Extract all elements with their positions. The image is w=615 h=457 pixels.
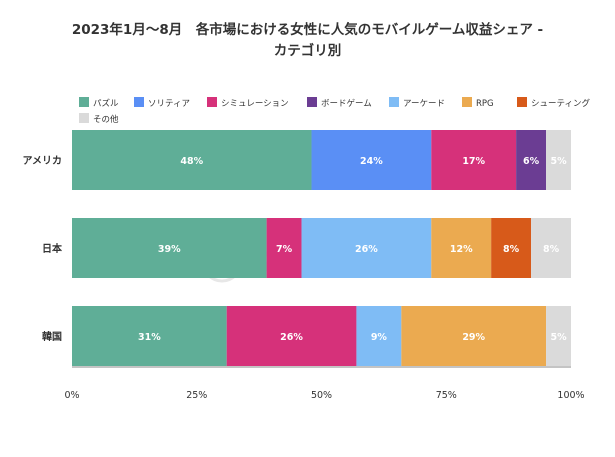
x-axis-ticks: 0% 25% 50% 75% 100% bbox=[64, 390, 584, 401]
bar-segment bbox=[431, 218, 492, 278]
data-label: 7% bbox=[276, 244, 293, 255]
data-label: 26% bbox=[280, 332, 303, 343]
x-tick-label: 25% bbox=[186, 390, 207, 401]
legend-label: パズル bbox=[93, 98, 119, 109]
legend-swatch bbox=[134, 97, 144, 107]
legend-item: シミュレーション bbox=[207, 97, 289, 109]
legend-item: ソリティア bbox=[134, 97, 190, 109]
bar-segment bbox=[431, 130, 517, 190]
legend-label: ソリティア bbox=[148, 99, 190, 109]
legend-swatch bbox=[79, 113, 89, 123]
bar-segment bbox=[531, 218, 571, 278]
legend-swatch bbox=[517, 97, 527, 107]
data-label: 17% bbox=[462, 156, 485, 167]
legend-label: ボードゲーム bbox=[321, 98, 372, 109]
legend-label: シミュレーション bbox=[221, 99, 289, 109]
x-tick-label: 75% bbox=[436, 390, 457, 401]
bar-segment bbox=[356, 306, 402, 366]
data-label: 12% bbox=[450, 244, 473, 255]
data-label: 9% bbox=[371, 332, 388, 343]
bar-segment bbox=[546, 306, 571, 366]
bar-segment bbox=[266, 218, 302, 278]
x-tick-label: 0% bbox=[64, 390, 79, 401]
chart-title-line-1: 2023年1月～8月 各市場における女性に人気のモバイルゲーム収益シェア - bbox=[71, 22, 544, 38]
legend-label: RPG bbox=[476, 99, 494, 109]
bar-segment bbox=[226, 306, 357, 366]
bar-segment bbox=[546, 130, 571, 190]
legend-swatch bbox=[207, 97, 217, 107]
data-label: 5% bbox=[550, 156, 567, 167]
bar-segment bbox=[72, 218, 267, 278]
legend-item: その他 bbox=[79, 113, 119, 125]
data-label: 39% bbox=[158, 244, 181, 255]
legend-swatch bbox=[307, 97, 317, 107]
data-label: 29% bbox=[462, 332, 485, 343]
bar-segment bbox=[301, 218, 432, 278]
legend-item: アーケード bbox=[389, 97, 445, 109]
data-label: 24% bbox=[360, 156, 383, 167]
data-label: 26% bbox=[355, 244, 378, 255]
chart-title-line-2: カテゴリ別 bbox=[273, 43, 342, 59]
bars: 48% 24% 17% 6% 5% 39% 7% 26% 12% 8% 8% 31% 26% 9% 29% 5… bbox=[72, 130, 571, 366]
x-tick-label: 100% bbox=[557, 390, 584, 401]
x-tick-label: 50% bbox=[311, 390, 332, 401]
category-label: アメリカ bbox=[23, 155, 63, 167]
category-label: 日本 bbox=[42, 242, 63, 255]
legend-label: アーケード bbox=[403, 99, 445, 109]
data-label: 31% bbox=[138, 332, 161, 343]
data-label: 5% bbox=[550, 332, 567, 343]
legend-item: RPG bbox=[462, 97, 494, 109]
legend-item: パズル bbox=[79, 97, 119, 109]
bar-segment bbox=[516, 130, 547, 190]
legend-item: シューティング bbox=[517, 97, 590, 109]
legend-swatch bbox=[389, 97, 399, 107]
category-label: 韓国 bbox=[42, 330, 62, 343]
data-label: 8% bbox=[543, 244, 560, 255]
legend-label: シューティング bbox=[531, 98, 590, 109]
legend-item: ボードゲーム bbox=[307, 97, 372, 109]
bar-segment bbox=[72, 306, 227, 366]
data-label: 8% bbox=[503, 244, 520, 255]
bar-segment bbox=[311, 130, 432, 190]
bar-segment bbox=[491, 218, 532, 278]
chart-title: 2023年1月～8月 各市場における女性に人気のモバイルゲーム収益シェア - カ… bbox=[0, 20, 615, 62]
data-label: 48% bbox=[180, 156, 203, 167]
data-label: 6% bbox=[523, 156, 540, 167]
legend-label: その他 bbox=[93, 114, 119, 125]
bar-segment bbox=[401, 306, 547, 366]
bar-segment bbox=[72, 130, 312, 190]
legend-swatch bbox=[79, 97, 89, 107]
legend-swatch bbox=[462, 97, 472, 107]
